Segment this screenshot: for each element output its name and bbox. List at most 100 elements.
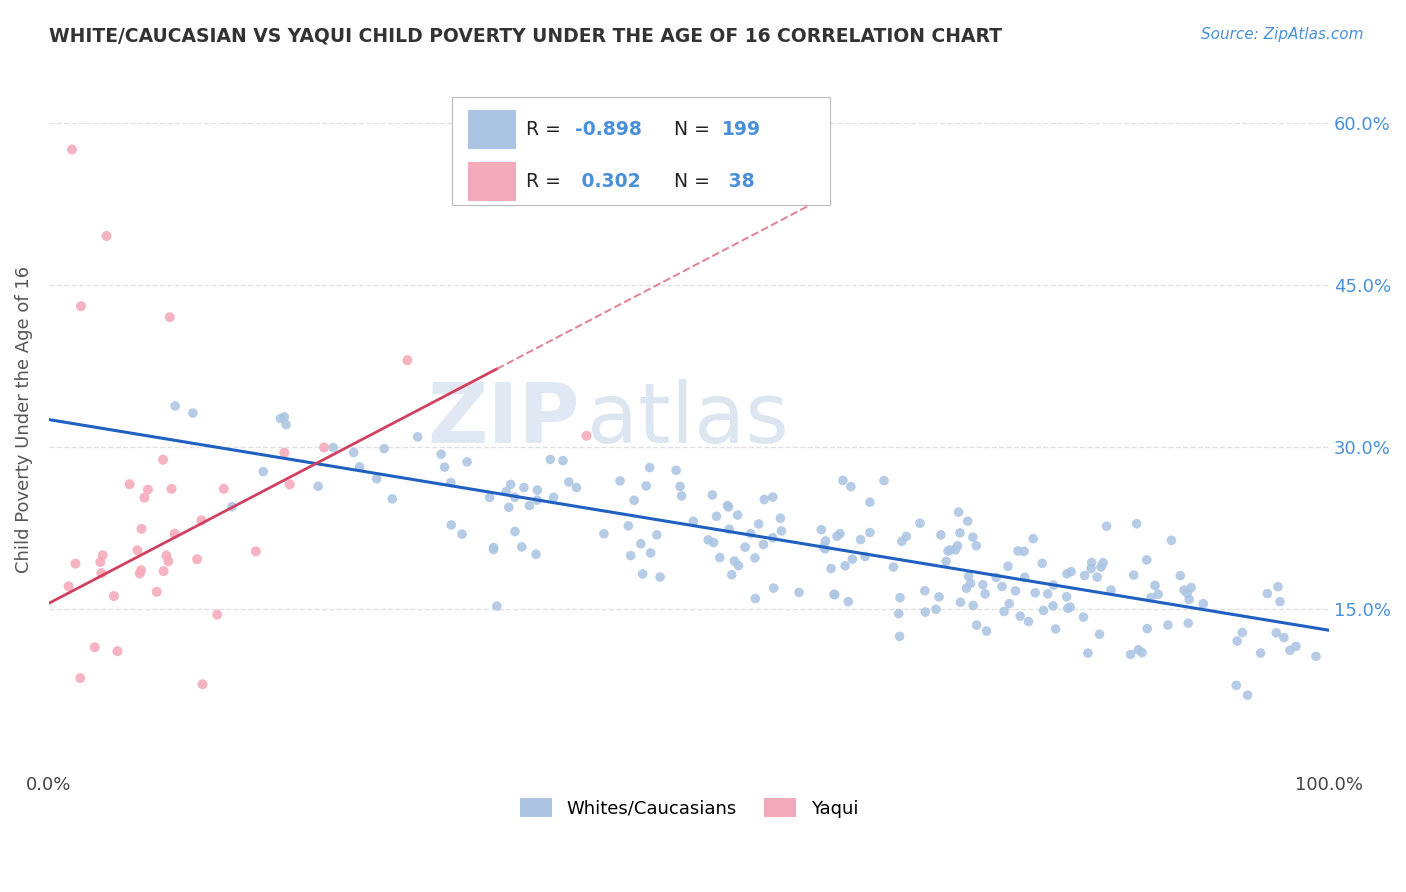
Point — [593, 526, 616, 541]
Point — [640, 546, 662, 560]
Point — [617, 518, 640, 533]
Point — [1265, 625, 1288, 640]
Point — [1042, 578, 1064, 592]
Point — [1178, 592, 1201, 607]
Point — [1073, 610, 1095, 624]
Point — [702, 488, 724, 502]
Point — [966, 618, 988, 632]
Point — [697, 533, 720, 547]
Text: WHITE/CAUCASIAN VS YAQUI CHILD POVERTY UNDER THE AGE OF 16 CORRELATION CHART: WHITE/CAUCASIAN VS YAQUI CHILD POVERTY U… — [49, 27, 1002, 45]
Point — [648, 570, 671, 584]
Point — [949, 595, 972, 609]
Point — [312, 441, 335, 455]
Point — [430, 447, 453, 461]
Point — [908, 516, 931, 531]
Point — [1060, 565, 1083, 579]
Point — [181, 406, 204, 420]
Point — [859, 495, 882, 509]
Point — [671, 489, 693, 503]
Point — [837, 594, 859, 608]
Point — [83, 640, 105, 655]
Point — [1256, 586, 1278, 600]
Point — [896, 529, 918, 543]
Point — [717, 500, 740, 514]
Point — [1168, 568, 1191, 582]
Point — [456, 455, 478, 469]
Point — [630, 537, 652, 551]
Point — [1042, 599, 1064, 613]
Point — [638, 460, 661, 475]
Point — [1012, 544, 1035, 558]
Point — [440, 518, 463, 533]
Point — [665, 463, 688, 477]
Point — [1272, 631, 1295, 645]
Point — [343, 445, 366, 459]
Point — [914, 605, 936, 619]
Point — [152, 452, 174, 467]
Point — [1119, 648, 1142, 662]
Point — [740, 526, 762, 541]
Point — [163, 526, 186, 541]
Point — [754, 492, 776, 507]
Bar — [468, 110, 516, 149]
Point — [962, 530, 984, 544]
Point — [823, 587, 845, 601]
Point — [839, 479, 862, 493]
Point — [134, 491, 156, 505]
Point — [526, 493, 548, 508]
FancyBboxPatch shape — [453, 96, 830, 205]
Point — [1226, 634, 1249, 648]
Point — [499, 477, 522, 491]
Point — [503, 524, 526, 539]
Point — [1160, 533, 1182, 548]
Point — [1092, 556, 1115, 570]
Text: 0.302: 0.302 — [575, 172, 641, 191]
Point — [1056, 601, 1078, 615]
Point — [948, 505, 970, 519]
Point — [1147, 587, 1170, 601]
Point — [1077, 646, 1099, 660]
Point — [929, 528, 952, 542]
Point — [1056, 590, 1078, 604]
Point — [669, 479, 692, 493]
Point — [828, 526, 851, 541]
Point — [727, 558, 749, 573]
Point — [159, 310, 181, 325]
Point — [972, 578, 994, 592]
Point — [1285, 640, 1308, 654]
Text: N =: N = — [673, 172, 716, 191]
Point — [451, 527, 474, 541]
Point — [636, 479, 658, 493]
Point — [129, 563, 152, 577]
Point — [834, 558, 856, 573]
Point — [90, 566, 112, 581]
Point — [1090, 560, 1112, 574]
Point — [1059, 600, 1081, 615]
Point — [620, 549, 643, 563]
Point — [128, 566, 150, 581]
Point — [245, 544, 267, 558]
Text: R =: R = — [526, 120, 567, 139]
Point — [813, 540, 835, 554]
Point — [859, 525, 882, 540]
Point — [1056, 566, 1078, 581]
Point — [959, 576, 981, 591]
Point — [965, 539, 987, 553]
Point — [1088, 627, 1111, 641]
Point — [503, 490, 526, 504]
Point — [1010, 609, 1032, 624]
Point — [946, 539, 969, 553]
Point — [482, 541, 505, 555]
Point — [160, 482, 183, 496]
Point — [1225, 678, 1247, 692]
Point — [956, 514, 979, 528]
Point — [820, 561, 842, 575]
Point — [186, 552, 208, 566]
Point — [70, 299, 93, 313]
Point — [1024, 586, 1046, 600]
Point — [928, 590, 950, 604]
Point — [955, 581, 977, 595]
Point — [1128, 642, 1150, 657]
Point — [349, 459, 371, 474]
Point — [945, 542, 967, 557]
